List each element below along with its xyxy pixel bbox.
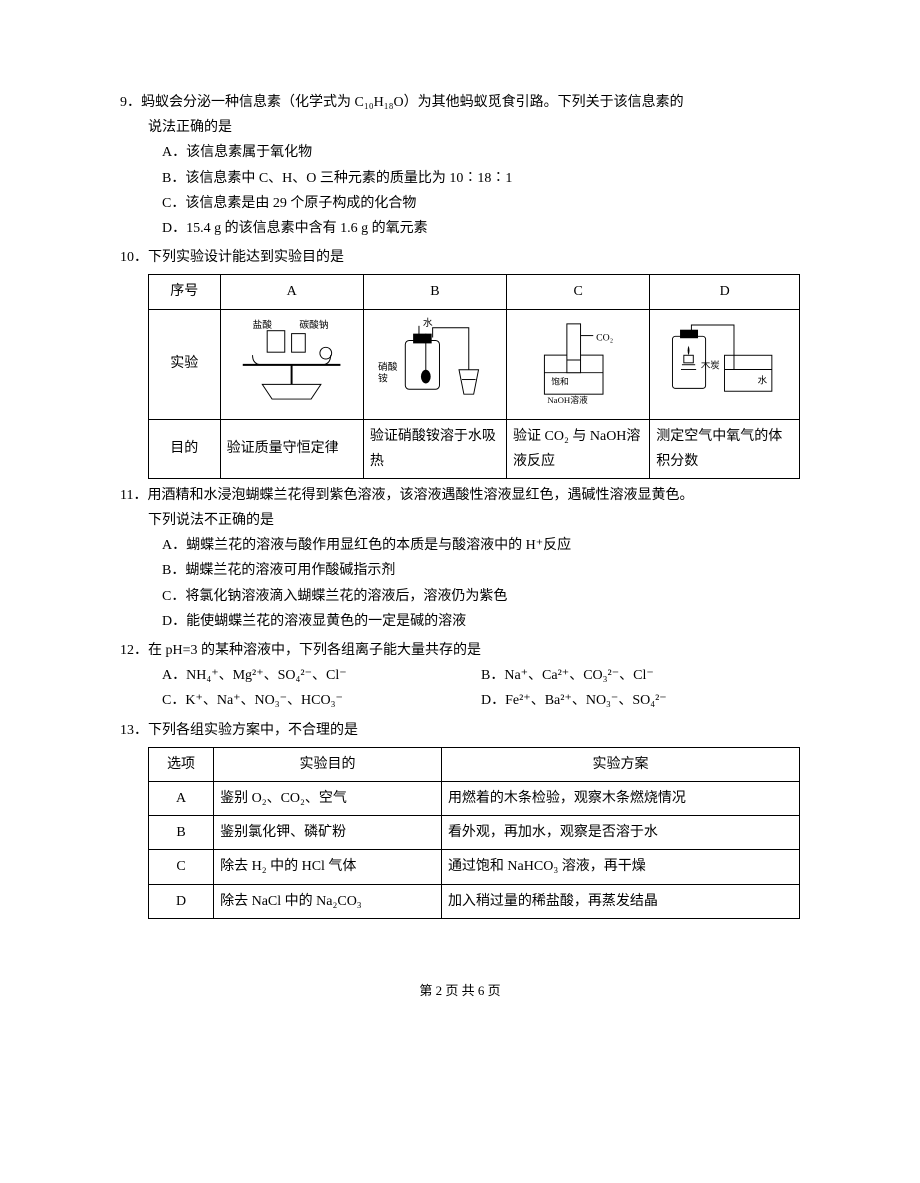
label-nh4no3-2: 铵	[378, 372, 388, 385]
q10-diagram-d: 木炭 水	[650, 309, 800, 419]
label-water: 水	[423, 317, 433, 329]
gas-absorption-icon: CO₂ 饱和 NaOH溶液	[520, 315, 637, 405]
q9-option-b: B．该信息素中 C、H、O 三种元素的质量比为 10∶18∶1	[162, 166, 800, 191]
q13-c2: 通过饱和 NaHCO₃ 溶液，再干燥	[441, 850, 799, 884]
q13-d1: 除去 NaCl 中的 Na₂CO₃	[214, 884, 442, 918]
q11-option-d: D．能使蝴蝶兰花的溶液显黄色的一定是碱的溶液	[162, 609, 800, 634]
label-charcoal: 木炭	[701, 360, 720, 372]
q13-row-d: D 除去 NaCl 中的 Na₂CO₃ 加入稍过量的稀盐酸，再蒸发结晶	[149, 884, 800, 918]
q13-b1: 鉴别氯化钾、磷矿粉	[214, 816, 442, 850]
question-11: 11． 用酒精和水浸泡蝴蝶兰花得到紫色溶液，该溶液遇酸性溶液显红色，遇碱性溶液显…	[120, 483, 800, 634]
q9-options: A．该信息素属于氧化物 B．该信息素中 C、H、O 三种元素的质量比为 10∶1…	[120, 140, 800, 241]
q10-purpose-label: 目的	[149, 419, 221, 478]
dissolving-flask-icon: 水 硝酸 铵	[376, 315, 493, 405]
q13-d2: 加入稍过量的稀盐酸，再蒸发结晶	[441, 884, 799, 918]
q10-text: 下列实验设计能达到实验目的是	[148, 245, 800, 270]
balance-scale-icon: 盐酸 碳酸钠	[233, 315, 350, 405]
q13-text: 下列各组实验方案中，不合理的是	[148, 718, 800, 743]
label-water-d: 水	[758, 375, 768, 387]
q13-a2: 用燃着的木条检验，观察木条燃烧情况	[441, 781, 799, 815]
q10-purpose-c: 验证 CO₂ 与 NaOH溶液反应	[507, 419, 650, 478]
q9-text-line2: 说法正确的是	[120, 115, 800, 140]
question-10: 10． 下列实验设计能达到实验目的是 序号 A B C D 实验 盐酸 碳酸钠	[120, 245, 800, 479]
q10-purpose-d: 测定空气中氧气的体积分数	[650, 419, 800, 478]
q10-h1: A	[220, 275, 363, 309]
q9-option-d: D．15.4 g 的该信息素中含有 1.6 g 的氧元素	[162, 216, 800, 241]
q12-row2: C．K⁺、Na⁺、NO₃⁻、HCO₃⁻ D．Fe²⁺、Ba²⁺、NO₃⁻、SO₄…	[162, 688, 800, 713]
q10-experiment-row: 实验 盐酸 碳酸钠 水 硝酸	[149, 309, 800, 419]
q10-h0: 序号	[149, 275, 221, 309]
q10-header-row: 序号 A B C D	[149, 275, 800, 309]
q9-stem: 9． 蚂蚁会分泌一种信息素（化学式为 C₁₀H₁₈O）为其他蚂蚁觅食引路。下列关…	[120, 90, 800, 115]
q11-text-line1: 用酒精和水浸泡蝴蝶兰花得到紫色溶液，该溶液遇酸性溶液显红色，遇碱性溶液显黄色。	[147, 483, 800, 508]
q13-c1: 除去 H₂ 中的 HCl 气体	[214, 850, 442, 884]
q13-c0: C	[149, 850, 214, 884]
q10-diagram-b: 水 硝酸 铵	[363, 309, 506, 419]
question-12: 12． 在 pH=3 的某种溶液中，下列各组离子能大量共存的是 A．NH₄⁺、M…	[120, 638, 800, 714]
question-9: 9． 蚂蚁会分泌一种信息素（化学式为 C₁₀H₁₈O）为其他蚂蚁觅食引路。下列关…	[120, 90, 800, 241]
q10-h2: B	[363, 275, 506, 309]
label-nh4no3-1: 硝酸	[378, 360, 398, 373]
q9-text-line1: 蚂蚁会分泌一种信息素（化学式为 C₁₀H₁₈O）为其他蚂蚁觅食引路。下列关于该信…	[141, 90, 800, 115]
label-co2: CO₂	[596, 333, 613, 344]
q11-stem: 11． 用酒精和水浸泡蝴蝶兰花得到紫色溶液，该溶液遇酸性溶液显红色，遇碱性溶液显…	[120, 483, 800, 508]
q11-option-b: B．蝴蝶兰花的溶液可用作酸碱指示剂	[162, 558, 800, 583]
q11-number: 11．	[120, 483, 147, 508]
q10-h4: D	[650, 275, 800, 309]
q10-stem: 10． 下列实验设计能达到实验目的是	[120, 245, 800, 270]
q13-h1: 实验目的	[214, 747, 442, 781]
combustion-collection-icon: 木炭 水	[663, 315, 786, 405]
q13-b0: B	[149, 816, 214, 850]
q12-option-a: A．NH₄⁺、Mg²⁺、SO₄²⁻、Cl⁻	[162, 663, 481, 688]
q13-row-c: C 除去 H₂ 中的 HCl 气体 通过饱和 NaHCO₃ 溶液，再干燥	[149, 850, 800, 884]
q13-b2: 看外观，再加水，观察是否溶于水	[441, 816, 799, 850]
q9-number: 9．	[120, 90, 141, 115]
q11-option-c: C．将氯化钠溶液滴入蝴蝶兰花的溶液后，溶液仍为紫色	[162, 584, 800, 609]
q13-table: 选项 实验目的 实验方案 A 鉴别 O₂、CO₂、空气 用燃着的木条检验，观察木…	[148, 747, 800, 919]
q13-stem: 13． 下列各组实验方案中，不合理的是	[120, 718, 800, 743]
q13-h2: 实验方案	[441, 747, 799, 781]
q10-purpose-row: 目的 验证质量守恒定律 验证硝酸铵溶于水吸热 验证 CO₂ 与 NaOH溶液反应…	[149, 419, 800, 478]
q10-purpose-b: 验证硝酸铵溶于水吸热	[363, 419, 506, 478]
q12-row1: A．NH₄⁺、Mg²⁺、SO₄²⁻、Cl⁻ B．Na⁺、Ca²⁺、CO₃²⁻、C…	[162, 663, 800, 688]
q11-option-a: A．蝴蝶兰花的溶液与酸作用显红色的本质是与酸溶液中的 H⁺反应	[162, 533, 800, 558]
label-na2co3: 碳酸钠	[300, 318, 329, 331]
q11-text-line2: 下列说法不正确的是	[120, 508, 800, 533]
q13-header-row: 选项 实验目的 实验方案	[149, 747, 800, 781]
q13-d0: D	[149, 884, 214, 918]
q10-number: 10．	[120, 245, 148, 270]
question-13: 13． 下列各组实验方案中，不合理的是 选项 实验目的 实验方案 A 鉴别 O₂…	[120, 718, 800, 919]
q12-option-c: C．K⁺、Na⁺、NO₃⁻、HCO₃⁻	[162, 688, 481, 713]
label-hcl: 盐酸	[253, 318, 273, 331]
q13-a1: 鉴别 O₂、CO₂、空气	[214, 781, 442, 815]
q12-number: 12．	[120, 638, 148, 663]
q12-options: A．NH₄⁺、Mg²⁺、SO₄²⁻、Cl⁻ B．Na⁺、Ca²⁺、CO₃²⁻、C…	[120, 663, 800, 713]
q12-text: 在 pH=3 的某种溶液中，下列各组离子能大量共存的是	[148, 638, 800, 663]
q10-table: 序号 A B C D 实验 盐酸 碳酸钠	[148, 274, 800, 479]
label-naoh: NaOH溶液	[547, 394, 588, 405]
page-footer: 第 2 页 共 6 页	[120, 979, 800, 1002]
q13-number: 13．	[120, 718, 148, 743]
q13-row-a: A 鉴别 O₂、CO₂、空气 用燃着的木条检验，观察木条燃烧情况	[149, 781, 800, 815]
q10-diagram-a: 盐酸 碳酸钠	[220, 309, 363, 419]
label-saturated: 饱和	[551, 376, 569, 387]
q13-a0: A	[149, 781, 214, 815]
q11-options: A．蝴蝶兰花的溶液与酸作用显红色的本质是与酸溶液中的 H⁺反应 B．蝴蝶兰花的溶…	[120, 533, 800, 634]
q10-purpose-a: 验证质量守恒定律	[220, 419, 363, 478]
q9-option-a: A．该信息素属于氧化物	[162, 140, 800, 165]
q10-h3: C	[507, 275, 650, 309]
q9-option-c: C．该信息素是由 29 个原子构成的化合物	[162, 191, 800, 216]
q10-exp-label: 实验	[149, 309, 221, 419]
q13-row-b: B 鉴别氯化钾、磷矿粉 看外观，再加水，观察是否溶于水	[149, 816, 800, 850]
q12-stem: 12． 在 pH=3 的某种溶液中，下列各组离子能大量共存的是	[120, 638, 800, 663]
q12-option-d: D．Fe²⁺、Ba²⁺、NO₃⁻、SO₄²⁻	[481, 688, 800, 713]
q13-h0: 选项	[149, 747, 214, 781]
q10-diagram-c: CO₂ 饱和 NaOH溶液	[507, 309, 650, 419]
q12-option-b: B．Na⁺、Ca²⁺、CO₃²⁻、Cl⁻	[481, 663, 800, 688]
